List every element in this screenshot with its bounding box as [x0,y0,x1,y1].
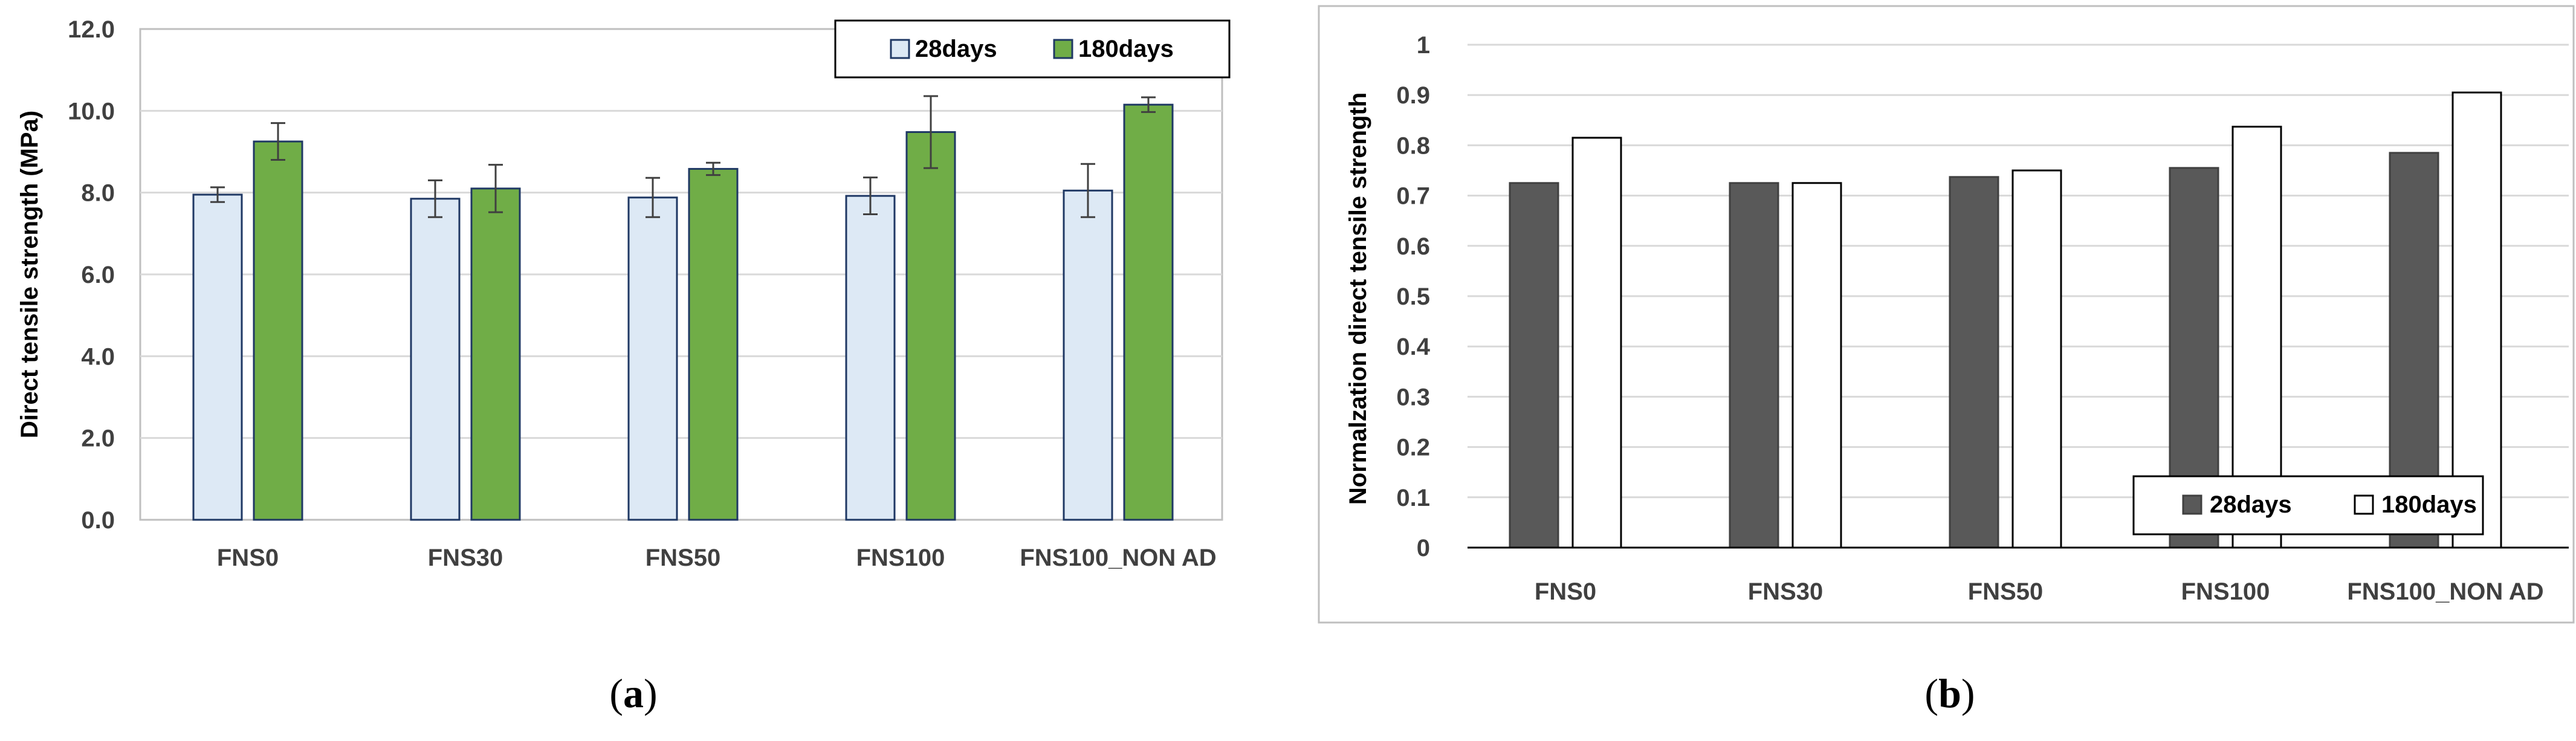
chart-b-legend-swatch-180days [2354,494,2374,515]
chart-b-legend-swatch-28days [2182,494,2202,515]
chart-b-legend-box [2132,475,2484,536]
chart-a-bar-28days [1063,189,1113,521]
chart-a-y-tick-label: 12.0 [68,16,115,43]
chart-b-bar-180days [2231,126,2282,549]
chart-a-error-bar [210,186,225,203]
chart-b-legend: 28days 180days [2132,475,2484,536]
chart-a-y-tick-label: 8.0 [81,180,115,207]
chart-b-legend-label-180days: 180days [2381,491,2477,518]
chart-a-error-bar [428,179,442,218]
chart-b-y-tick-label: 0.9 [1396,82,1430,109]
chart-a-y-tick-label: 6.0 [81,262,115,288]
chart-b-x-tick-label: FNS0 [1535,578,1596,605]
chart-b-bar-28days [2169,167,2219,549]
chart-a-error-bar [271,122,285,161]
chart-a-y-tick-label: 2.0 [81,426,115,452]
chart-a-error-bar [706,161,720,176]
chart-a-bar-180days [688,167,739,521]
chart-a-error-bar [646,176,660,218]
chart-a-x-tick-label: FNS0 [217,545,279,571]
chart-a-bar-180days [470,187,521,521]
chart-a-x-tick-label: FNS100 [856,545,945,571]
chart-b-bar-28days [2389,152,2439,549]
chart-a-bar-180days [253,140,303,521]
chart-a-y-tick-label: 0.0 [81,507,115,534]
chart-a-legend-swatch-28days [890,39,910,59]
chart-b-y-tick-label: 0.8 [1396,132,1430,159]
chart-a-bar-28days [192,193,243,521]
chart-b-y-tick-label: 0.4 [1396,334,1430,360]
chart-a-error-bar [863,176,878,216]
chart-b-x-tick-label: FNS50 [1968,578,2044,605]
chart-b-bar-28days [1729,182,1779,549]
chart-a-tensile-strength: 0.0 2.0 4.0 6.0 8.0 10.0 12.0 FNS0 FNS30 FNS50 FN… [16,16,1231,716]
chart-b-x-tick-label: FNS30 [1748,578,1824,605]
chart-b-caption: (b) [1924,670,1975,716]
chart-b-bar-28days [1509,182,1559,549]
chart-a-x-tick-label: FNS30 [428,545,503,571]
chart-a-x-tick-label: FNS100_NON AD [1020,545,1216,571]
chart-b-y-tick-label: 0.7 [1396,183,1430,210]
chart-a-legend-label-180days: 180days [1078,36,1174,62]
chart-a-bar-28days [845,195,896,521]
chart-b-legend-label-28days: 28days [2210,491,2292,518]
chart-a-y-tick-label: 4.0 [81,343,115,370]
chart-b-bar-180days [2451,91,2502,549]
chart-a-legend-swatch-180days [1053,39,1073,59]
chart-a-error-bar [488,164,503,213]
chart-b-x-tick-label: FNS100_NON AD [2347,578,2543,605]
chart-a-bar-180days [905,131,956,521]
chart-a-bar-180days [1123,103,1174,521]
chart-b-bar-28days [1949,176,1999,549]
chart-b-frame [1318,5,2575,624]
chart-a-bar-28days [627,196,678,521]
chart-b-y-tick-label: 0.2 [1396,435,1430,461]
chart-a-error-bar [1141,96,1156,113]
chart-b-y-axis-title: Normalzation direct tensile strength [1345,92,1371,505]
chart-a-error-bar [924,95,938,169]
chart-a-bar-28days [410,198,461,521]
chart-b-bar-180days [1791,182,1842,549]
chart-a-caption: (a) [609,670,657,716]
chart-b-y-tick-label: 0.1 [1396,485,1430,511]
chart-a-legend-label-28days: 28days [915,36,997,62]
chart-b-bar-180days [2011,169,2062,549]
chart-a-y-axis-title: Direct tensile strength (MPa) [16,111,43,438]
chart-b-y-tick-label: 0 [1417,535,1430,561]
chart-b-x-tick-label: FNS100 [2181,578,2270,605]
chart-b-bar-180days [1571,137,1622,549]
chart-b-y-tick-label: 1 [1417,32,1430,59]
chart-b-y-tick-label: 0.5 [1396,283,1430,310]
chart-a-legend: 28days 180days [834,19,1231,79]
chart-a-error-bar [1081,163,1095,218]
chart-a-x-tick-label: FNS50 [646,545,721,571]
chart-b-y-tick-label: 0.3 [1396,384,1430,410]
chart-b-y-tick-label: 0.6 [1396,233,1430,260]
chart-a-y-tick-label: 10.0 [68,98,115,125]
